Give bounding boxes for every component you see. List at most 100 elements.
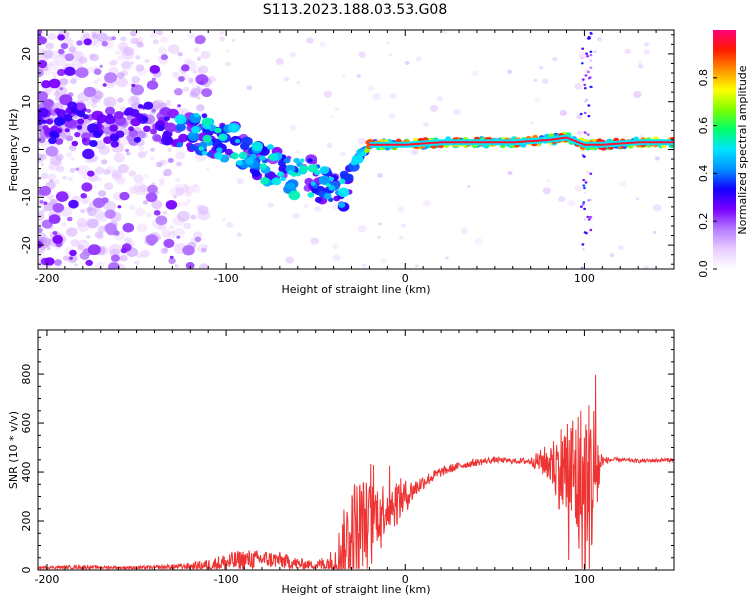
- snr-y-ticks: 0 200 400 600 800: [20, 336, 674, 574]
- spectrogram-blob: [194, 236, 202, 242]
- spectrogram-blob: [507, 170, 513, 176]
- spectrogram-blob: [259, 163, 267, 170]
- spectrogram-blob: [115, 50, 122, 56]
- spectrogram-blob: [67, 216, 73, 222]
- spectrogram-blob: [587, 218, 591, 221]
- spectrogram-blob: [81, 182, 93, 192]
- spectrogram-blob: [589, 66, 593, 69]
- spectrogram-blob: [38, 30, 42, 35]
- spectrogram-blob: [290, 171, 297, 177]
- snr-panel: -200 -100 0 100 0 200 400 600 800 Height of str…: [7, 329, 675, 596]
- spectrogram-blob: [587, 199, 591, 202]
- spectrogram-blob: [586, 170, 590, 174]
- spectrogram-blob: [151, 108, 157, 113]
- spectrogram-blob: [62, 255, 70, 261]
- spectrogram-blob: [202, 244, 208, 249]
- spectrogram-blob: [110, 59, 118, 66]
- spectrogram-blob: [126, 115, 133, 121]
- spectrogram-blob: [637, 63, 644, 69]
- spectrogram-blob: [38, 60, 48, 69]
- spectrogram-blob: [97, 177, 103, 182]
- spectrogram-blob: [74, 263, 78, 267]
- spectrogram-blob: [567, 199, 576, 207]
- spectrogram-blob: [94, 231, 104, 239]
- spectrogram-blob: [157, 30, 164, 36]
- spectrogram-blob: [48, 214, 61, 225]
- colorbar-label: Normalized spectral amplitude: [736, 65, 749, 234]
- spectrogram-blob: [77, 244, 85, 251]
- spectrogram-blob: [175, 177, 181, 182]
- spectrogram-blob: [583, 87, 587, 90]
- spectrogram-blob: [161, 135, 174, 146]
- spectrogram-blob: [578, 52, 587, 60]
- spectrogram-blob: [71, 140, 79, 147]
- spectrogram-blob: [121, 61, 131, 69]
- spectrogram-blob: [76, 40, 83, 46]
- spectrogram-blob: [158, 46, 167, 55]
- spectrogram-blob: [45, 146, 59, 157]
- spectrogram-blob: [135, 55, 141, 60]
- spectrogram-blob: [357, 225, 367, 233]
- spectrogram-blob: [133, 136, 141, 143]
- spectrogram-blob: [193, 184, 198, 188]
- spectrogram-blob: [38, 263, 43, 269]
- spectrogram-blob: [142, 200, 149, 205]
- spectrogram-blob: [95, 261, 105, 269]
- spectrogram-blob: [307, 192, 315, 198]
- spectrogram-blob: [460, 228, 468, 235]
- spectrogram-blob: [337, 187, 350, 198]
- spectrogram-blob: [171, 230, 175, 234]
- spectrogram-blob: [117, 55, 124, 61]
- spectrogram-blob: [133, 174, 144, 183]
- spectrogram-blob: [138, 184, 148, 193]
- spectrogram-blob: [182, 245, 195, 256]
- spectrogram-frame: [37, 29, 675, 270]
- spectrogram-blob: [113, 111, 124, 120]
- spectrogram-blob: [177, 210, 190, 222]
- spectrogram-blob: [168, 257, 176, 265]
- spectrogram-blob: [56, 68, 66, 77]
- spectrogram-blob: [296, 150, 300, 154]
- spectrogram-blob: [135, 207, 146, 217]
- spectrogram-blob: [104, 209, 116, 219]
- snr-x-tick-label: -200: [34, 573, 59, 586]
- spectrogram-blob: [135, 64, 145, 72]
- spectrogram-blob: [589, 172, 593, 175]
- spectrogram-blob: [583, 207, 586, 211]
- spectrogram-blob: [160, 247, 169, 254]
- spectrogram-blob: [583, 83, 587, 87]
- spectrogram-blob: [118, 163, 130, 174]
- spectrogram-blob: [314, 206, 322, 212]
- spectrogram-blob: [271, 177, 282, 186]
- spectrogram-blob: [56, 109, 67, 118]
- spectrogram-blob: [617, 245, 624, 250]
- spectrogram-blob: [38, 185, 52, 196]
- spectrogram-blob: [576, 130, 583, 136]
- spectrogram-x-ticks: -200 -100 0 100: [34, 30, 675, 285]
- spectrogram-blob: [175, 122, 186, 132]
- spectrogram-blob: [292, 212, 300, 220]
- spectrogram-blob: [40, 154, 47, 160]
- spectrogram-blob: [40, 172, 49, 180]
- spectrogram-blob: [585, 98, 589, 102]
- spectrogram-blob: [143, 101, 154, 110]
- spectrogram-blob: [69, 249, 77, 257]
- spectrogram-blob: [101, 159, 108, 165]
- spectrogram-blob: [104, 222, 117, 233]
- spectrogram-blob: [583, 218, 587, 221]
- spectrogram-blob: [117, 205, 122, 209]
- spectrogram-blob: [92, 184, 97, 188]
- spectrogram-blob: [47, 173, 57, 181]
- spectrogram-y-axis-title: Frequency (Hz): [7, 109, 20, 192]
- spectrogram-blob: [329, 176, 335, 181]
- spectrogram-blob: [108, 262, 120, 269]
- spectrogram-blob: [224, 49, 230, 53]
- spectrogram-blob: [38, 124, 43, 131]
- spectrogram-blob: [107, 36, 113, 41]
- spectrogram-blob: [167, 158, 174, 163]
- spectrogram-blob: [189, 144, 197, 151]
- spectrogram-blob: [98, 190, 107, 197]
- spectrogram-blob: [150, 147, 156, 152]
- spectrogram-blob: [51, 71, 57, 76]
